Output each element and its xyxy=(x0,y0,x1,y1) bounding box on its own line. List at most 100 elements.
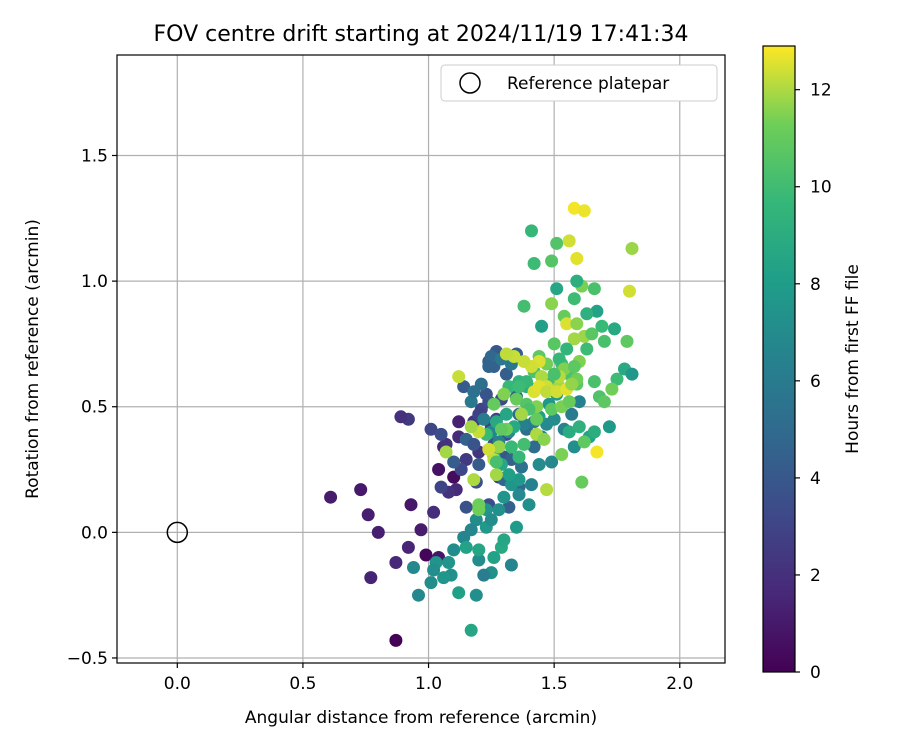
scatter-point xyxy=(562,395,576,409)
x-axis-ticks: 0.0 0.5 1.0 1.5 2.0 xyxy=(164,663,693,694)
scatter-point xyxy=(560,342,574,356)
scatter-point xyxy=(510,520,523,534)
y-tick-label: 0.5 xyxy=(81,398,108,418)
scatter-point xyxy=(464,623,478,637)
scatter-point xyxy=(412,588,425,602)
colorbar-ticks: 0 2 4 6 8 10 12 xyxy=(795,81,832,683)
scatter-point xyxy=(419,548,433,562)
scatter-point xyxy=(517,437,531,451)
scatter-point xyxy=(587,375,601,389)
scatter-point xyxy=(361,508,375,522)
scatter-point xyxy=(434,427,448,441)
scatter-point xyxy=(517,417,531,431)
scatter-point xyxy=(401,540,415,554)
scatter-point xyxy=(610,372,624,386)
scatter-point xyxy=(608,322,621,336)
scatter-point xyxy=(512,450,526,464)
scatter-point xyxy=(535,319,549,333)
scatter-point xyxy=(567,360,581,373)
scatter-point xyxy=(427,505,441,519)
scatter-point xyxy=(567,440,581,454)
x-tick-label: 1.5 xyxy=(541,674,568,694)
scatter-point xyxy=(484,350,498,363)
scatter-point xyxy=(464,395,478,409)
scatter-point xyxy=(502,468,516,482)
scatter-point xyxy=(567,332,581,346)
y-axis-label: Rotation from reference (arcmin) xyxy=(23,219,43,499)
scatter-point xyxy=(562,425,576,439)
scatter-point xyxy=(457,530,471,544)
grid xyxy=(117,55,725,663)
scatter-point xyxy=(502,500,516,514)
scatter-point xyxy=(504,558,518,572)
scatter-point xyxy=(597,334,611,348)
reference-marker xyxy=(166,521,189,544)
scatter-point xyxy=(512,380,526,394)
scatter-point xyxy=(545,455,559,469)
scatter-point xyxy=(522,498,536,512)
scatter-point xyxy=(434,480,448,494)
colorbar-label: Hours from first FF file xyxy=(843,264,863,454)
scatter-point xyxy=(487,397,501,411)
scatter-point xyxy=(565,407,579,421)
scatter-point xyxy=(467,473,481,487)
scatter-point xyxy=(587,425,601,439)
scatter-point xyxy=(547,337,561,351)
scatter-point xyxy=(550,236,564,250)
scatter-point xyxy=(512,473,526,487)
colorbar-tick-label: 12 xyxy=(810,81,832,101)
scatter-point xyxy=(525,478,538,492)
scatter-point xyxy=(469,588,483,602)
scatter-point xyxy=(550,282,564,296)
scatter-point xyxy=(590,445,604,459)
scatter-point xyxy=(580,307,594,321)
scatter-point xyxy=(570,317,584,331)
legend-marker-icon xyxy=(459,72,481,94)
scatter-point xyxy=(492,440,506,454)
scatter-point xyxy=(394,410,408,424)
legend-box xyxy=(440,64,718,102)
scatter-point xyxy=(623,284,636,298)
scatter-point xyxy=(497,387,511,401)
scatter-point xyxy=(452,370,466,384)
scatter-point xyxy=(550,385,564,399)
scatter-point xyxy=(577,204,591,218)
legend-label: Reference platepar xyxy=(507,74,669,94)
scatter-point xyxy=(547,367,561,381)
scatter-point xyxy=(527,440,541,454)
scatter-point xyxy=(625,242,639,255)
scatter-point xyxy=(452,586,466,600)
scatter-point xyxy=(570,252,584,265)
scatter-point xyxy=(477,568,491,582)
scatter-point xyxy=(472,503,486,517)
x-tick-label: 0.5 xyxy=(289,674,316,694)
scatter-point xyxy=(494,422,508,436)
colorbar-tick-label: 4 xyxy=(810,469,821,489)
scatter-point xyxy=(439,445,453,459)
scatter-point xyxy=(482,360,496,373)
scatter-points xyxy=(324,201,639,647)
scatter-point xyxy=(540,483,554,497)
scatter-point xyxy=(545,402,559,416)
scatter-point xyxy=(404,498,418,512)
y-axis-ticks: −0.5 0.0 0.5 1.0 1.5 xyxy=(67,146,117,669)
chart-title: FOV centre drift starting at 2024/11/19 … xyxy=(154,22,689,47)
scatter-point xyxy=(552,352,566,366)
scatter-point xyxy=(497,533,511,547)
x-axis-label: Angular distance from reference (arcmin) xyxy=(245,708,597,728)
scatter-point xyxy=(525,224,538,238)
scatter-point xyxy=(545,254,559,268)
y-tick-label: 0.0 xyxy=(81,523,108,543)
scatter-point xyxy=(407,561,420,574)
x-tick-label: 0.0 xyxy=(164,674,191,694)
scatter-point xyxy=(492,503,506,517)
scatter-point xyxy=(567,292,581,306)
x-tick-label: 2.0 xyxy=(666,674,693,694)
legend: Reference platepar xyxy=(440,64,718,102)
colorbar-tick-label: 8 xyxy=(810,275,821,295)
scatter-point xyxy=(424,576,438,590)
scatter-point xyxy=(572,395,586,409)
scatter-point xyxy=(464,420,478,434)
